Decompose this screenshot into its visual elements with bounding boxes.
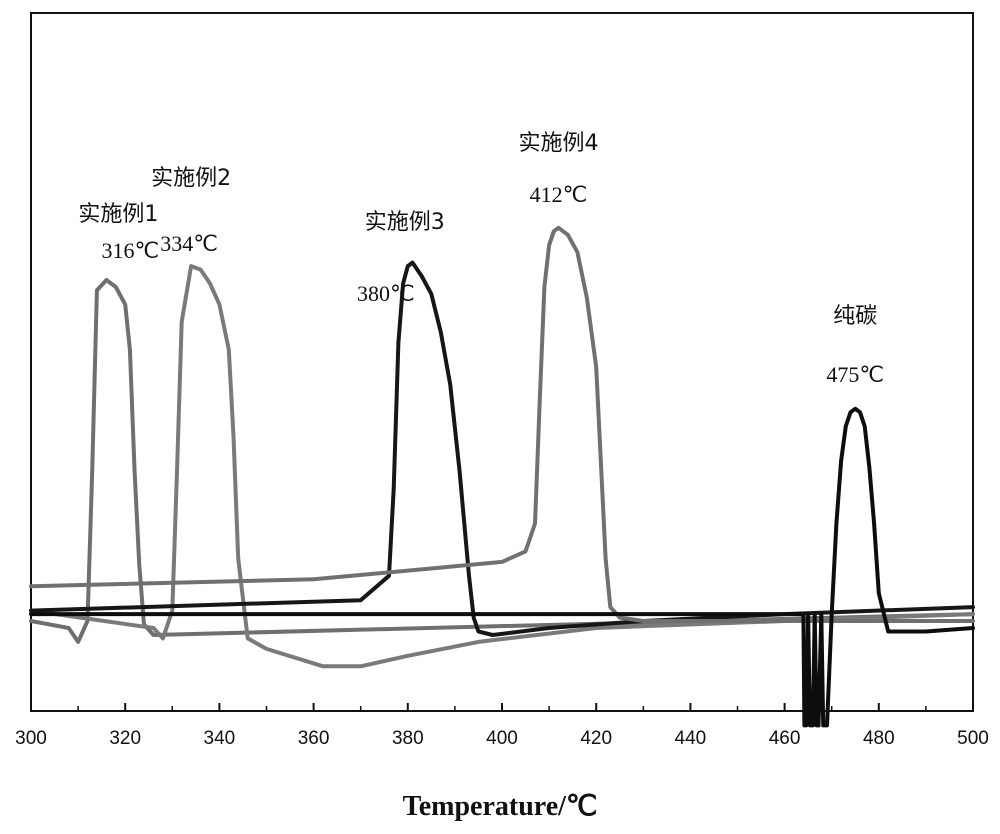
x-tick-label: 420 bbox=[580, 728, 612, 749]
peak-temperature-label: 334℃ bbox=[160, 231, 218, 256]
x-tick-label: 320 bbox=[109, 728, 141, 749]
x-tick-label: 400 bbox=[486, 728, 518, 749]
series-name-label: 实施例2 bbox=[151, 166, 231, 191]
x-tick-label: 340 bbox=[204, 728, 236, 749]
series-name-label: 实施例1 bbox=[78, 202, 158, 227]
x-tick-label: 360 bbox=[298, 728, 330, 749]
peak-temperature-label: 475℃ bbox=[826, 362, 884, 387]
x-tick-label: 300 bbox=[15, 728, 47, 749]
series-name-label: 实施例4 bbox=[519, 131, 599, 156]
x-axis-title: Temperature/℃ bbox=[403, 791, 598, 822]
series-name-label: 纯碳 bbox=[833, 304, 877, 329]
peak-temperature-label: 412℃ bbox=[530, 182, 588, 207]
peak-temperature-label: 316℃ bbox=[102, 238, 160, 263]
x-tick-label: 380 bbox=[392, 728, 424, 749]
peak-temperature-label: 380℃ bbox=[357, 281, 415, 306]
x-tick-label: 500 bbox=[957, 728, 989, 749]
x-tick-label: 460 bbox=[769, 728, 801, 749]
x-tick-label: 440 bbox=[675, 728, 707, 749]
x-tick-label: 480 bbox=[863, 728, 895, 749]
series-name-label: 实施例3 bbox=[365, 210, 445, 235]
